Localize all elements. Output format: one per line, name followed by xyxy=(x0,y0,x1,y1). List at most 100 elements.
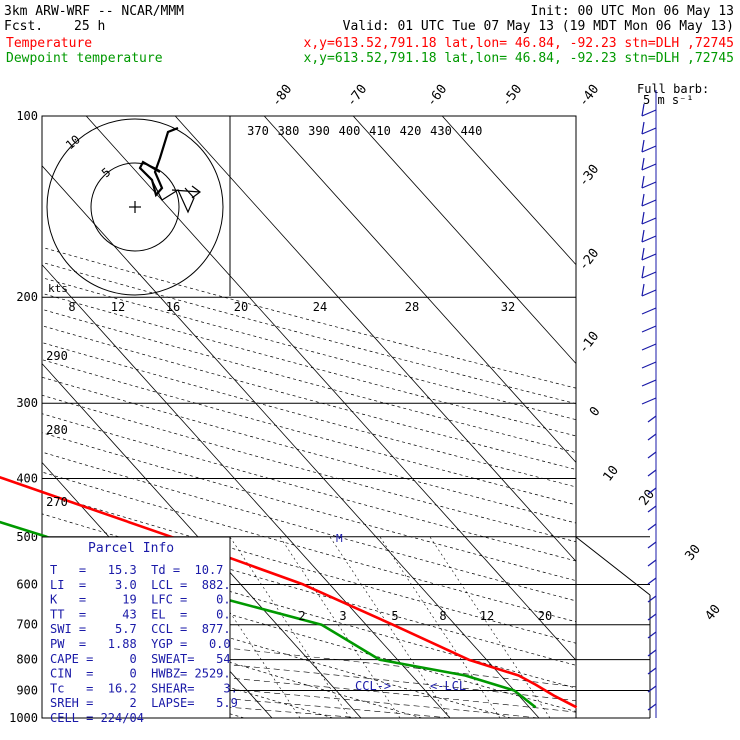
theta-e-label: 270 xyxy=(46,495,68,509)
wind-barb xyxy=(647,433,657,441)
wind-barb xyxy=(641,265,645,279)
wind-barb xyxy=(641,397,657,405)
parcel-info-row: SREH = 2 LAPSE= 5.9 xyxy=(50,696,238,710)
dry-adiabat xyxy=(42,308,576,453)
hodograph-ring-label: 10 xyxy=(63,132,83,152)
wind-barb xyxy=(641,121,645,135)
wind-barb xyxy=(647,487,657,495)
wind-legend-title: Full barb: xyxy=(637,82,709,96)
init-time: Init: 00 UTC Mon 06 May 13 xyxy=(531,4,735,19)
isotherm-label: 10 xyxy=(601,463,622,485)
wind-barb xyxy=(647,631,657,639)
parcel-info-row: Tc = 16.2 SHEAR= 3. xyxy=(50,681,238,695)
mixing-ratio-label: 2 xyxy=(298,609,305,623)
isotherm-line xyxy=(352,116,576,365)
isotherm-label: -20 xyxy=(576,246,602,274)
hodograph-units: kts xyxy=(48,282,68,295)
valid-time: Valid: 01 UTC Tue 07 May 13 (19 MDT Mon … xyxy=(343,19,734,34)
dry-adiabat xyxy=(42,246,576,389)
theta-label: 430 xyxy=(430,124,452,138)
mixing-ratio-line xyxy=(329,537,451,718)
isotherm-label: 0 xyxy=(587,404,604,419)
wind-barb xyxy=(641,139,645,153)
isotherm-line xyxy=(441,116,576,266)
wind-barb xyxy=(641,325,657,333)
mixing-ratio-label: 20 xyxy=(538,609,552,623)
theta-label: 390 xyxy=(308,124,330,138)
parcel-info-row: CAPE = 0 SWEAT= 54 xyxy=(50,652,231,666)
hodograph-ring-label: 5 xyxy=(99,165,114,180)
mixing-ratio-label: 8 xyxy=(439,609,446,623)
dry-adiabat xyxy=(42,580,512,718)
theta-label: 440 xyxy=(461,124,483,138)
wind-barb xyxy=(641,229,645,243)
theta-label: 420 xyxy=(400,124,422,138)
dry-adiabat xyxy=(42,432,576,582)
theta-label: 400 xyxy=(339,124,361,138)
parcel-info-row: T = 15.3 Td = 10.7 xyxy=(50,563,223,577)
hodograph-ring xyxy=(46,118,224,296)
theta-label: 380 xyxy=(278,124,300,138)
isotherm-label: -30 xyxy=(576,162,602,190)
fcst-value: 25 h xyxy=(74,19,105,34)
isotherm-label: -80 xyxy=(269,82,295,110)
parcel-info-title: Parcel Info xyxy=(88,541,174,556)
wind-barb xyxy=(647,469,657,477)
parcel-info-row: PW = 1.88 YGP = 0.0 xyxy=(50,637,231,651)
pressure-label: 100 xyxy=(16,109,38,123)
hodograph-trace xyxy=(151,179,195,214)
wind-barb xyxy=(641,307,657,315)
mixing-ratio-label: 12 xyxy=(480,609,494,623)
dry-adiabat xyxy=(42,292,576,437)
mixing-ratio-label: 3 xyxy=(339,609,346,623)
wind-barb xyxy=(641,343,657,351)
temperature-profile xyxy=(0,475,578,709)
isotherm-line xyxy=(174,116,576,562)
pressure-label: 600 xyxy=(16,577,38,591)
parcel-info-row: TT = 43 EL = 0. xyxy=(50,607,231,621)
wind-barb xyxy=(647,613,657,621)
isotherm-line xyxy=(263,116,576,464)
wind-barb xyxy=(641,283,645,297)
theta-e-label: 280 xyxy=(46,423,68,437)
wind-barb xyxy=(647,523,657,531)
isotherm-label: -40 xyxy=(576,82,602,110)
mixing-ratio-label: 32 xyxy=(501,300,515,314)
isotherm-label: 20 xyxy=(637,487,658,509)
mixing-ratio-label: 20 xyxy=(234,300,248,314)
theta-label: 410 xyxy=(369,124,391,138)
wind-barb xyxy=(641,181,657,189)
lcl-marker: <-LCL xyxy=(430,679,466,693)
wind-barb xyxy=(641,175,645,189)
mixing-ratio-line xyxy=(429,537,551,718)
isotherm-label: -70 xyxy=(344,82,370,110)
dewpoint-location: x,y=613.52,791.18 lat,lon= 46.84, -92.23… xyxy=(304,51,734,66)
wind-barb xyxy=(647,595,657,603)
theta-e-label: 290 xyxy=(46,349,68,363)
parcel-m-marker: M xyxy=(336,532,343,545)
pressure-label: 300 xyxy=(16,396,38,410)
isotherm-label: 30 xyxy=(683,542,704,564)
ccl-marker: CCL-> xyxy=(355,679,391,693)
wind-barb xyxy=(641,157,645,171)
hodograph-ring xyxy=(90,162,180,252)
dry-adiabat xyxy=(42,492,576,644)
isotherm-line xyxy=(42,264,451,718)
wind-barb xyxy=(641,145,657,153)
wind-barbs xyxy=(641,103,657,711)
storm-motion-arrow xyxy=(171,185,201,199)
moist-adiabat xyxy=(42,661,576,713)
parcel-info-background xyxy=(41,536,231,719)
wind-barb xyxy=(641,235,657,243)
wind-barb xyxy=(647,667,657,675)
dewpoint-legend: Dewpoint temperature xyxy=(6,51,163,66)
pressure-label: 200 xyxy=(16,290,38,304)
mixing-ratio-label: 8 xyxy=(68,300,75,314)
mixing-ratio-label: 24 xyxy=(313,300,327,314)
mixing-ratio-line xyxy=(379,537,501,718)
parcel-info-row: CIN = 0 HWBZ= 2529. xyxy=(50,667,231,681)
wind-barb xyxy=(641,103,645,117)
parcel-info-row: SWI = 5.7 CCL = 877. xyxy=(50,622,231,636)
wind-barb xyxy=(647,415,657,423)
